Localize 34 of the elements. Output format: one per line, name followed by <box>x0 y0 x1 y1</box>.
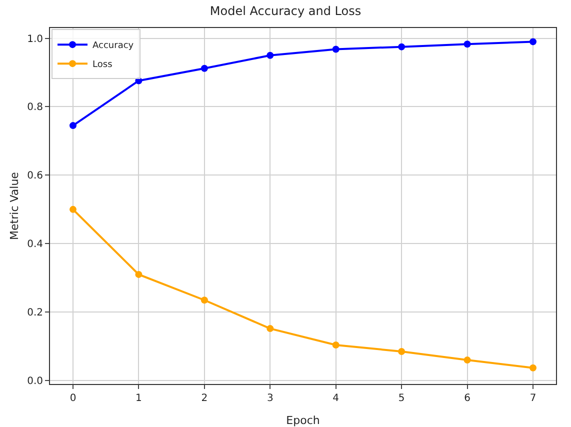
y-axis-title: Metric Value <box>8 172 21 240</box>
x-tick-label: 2 <box>201 393 208 404</box>
y-tick-label: 0.4 <box>27 239 43 250</box>
y-tick-label: 1.0 <box>27 34 43 45</box>
point <box>464 356 471 364</box>
point <box>398 348 406 355</box>
y-tick-label: 0.0 <box>27 376 43 388</box>
point <box>530 38 536 46</box>
point <box>70 122 76 130</box>
x-tick-label: 4 <box>332 393 340 404</box>
point <box>70 206 76 213</box>
point <box>200 64 208 72</box>
point <box>266 52 274 59</box>
x-tick-label: 1 <box>136 393 142 404</box>
x-tick-label: 7 <box>530 393 536 404</box>
y-tick-label: 0.6 <box>27 170 43 182</box>
point <box>266 325 274 332</box>
x-axis-title: Epoch <box>286 414 320 427</box>
x-tick-label: 3 <box>266 393 274 404</box>
point <box>464 40 471 48</box>
point <box>530 364 536 372</box>
x-tick-label: 6 <box>464 393 470 404</box>
point <box>398 43 406 50</box>
x-tick-label: 5 <box>398 393 405 404</box>
legend-label: Loss <box>92 60 113 70</box>
point <box>332 341 340 348</box>
point <box>332 46 340 53</box>
legend-label: Accuracy <box>92 41 134 52</box>
chart-title: Model Accuracy and Loss <box>210 4 362 18</box>
x-tick-label: 0 <box>70 393 76 404</box>
point <box>135 270 142 278</box>
y-tick-label: 0.8 <box>27 102 43 114</box>
y-tick-label: 0.2 <box>27 308 43 319</box>
point <box>200 296 208 304</box>
